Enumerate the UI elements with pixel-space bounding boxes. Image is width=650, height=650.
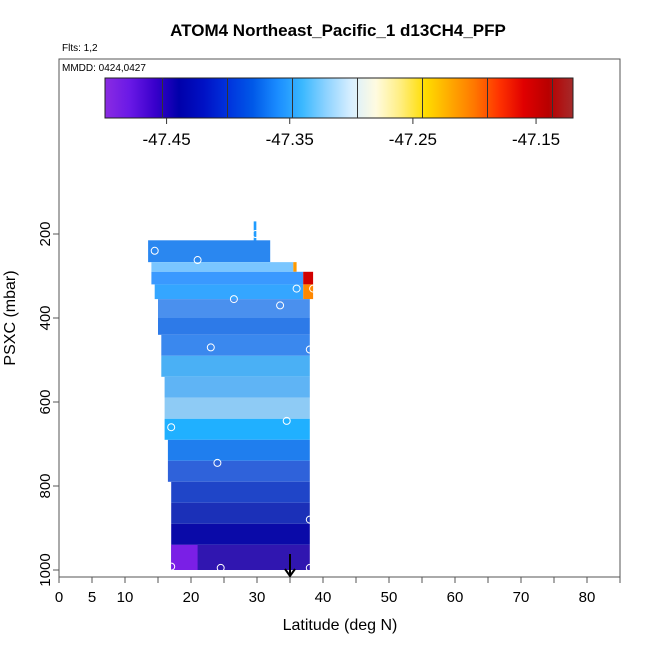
sample-point-10 [282, 416, 291, 425]
heat-cell-18 [171, 502, 310, 524]
x-tick-label: 30 [249, 589, 266, 606]
sample-point-14 [216, 563, 225, 572]
x-tick-label: 60 [447, 589, 464, 606]
heat-cell-11 [161, 355, 310, 377]
x-tick-label: 70 [513, 589, 530, 606]
heat-cell-5 [303, 271, 314, 285]
colorbar-tick-label: -47.15 [512, 130, 560, 149]
sample-points-layer [150, 230, 318, 578]
arrow-marker [284, 554, 296, 578]
heat-cell-8 [158, 299, 310, 318]
heat-cell-9 [158, 318, 310, 335]
sample-point-13 [167, 562, 176, 571]
heat-cell-0 [253, 221, 257, 247]
x-tick-label: 20 [183, 589, 200, 606]
sample-point-8 [305, 345, 314, 354]
x-axis-label: Latitude (deg N) [283, 617, 398, 634]
heat-cell-14 [164, 418, 310, 440]
colorbar-tick-label: -47.25 [389, 130, 437, 149]
y-tick-label: 400 [37, 305, 54, 330]
sample-point-3 [292, 284, 301, 293]
y-tick-label: 800 [37, 473, 54, 498]
sample-point-11 [213, 458, 222, 467]
sample-point-15 [305, 563, 314, 572]
y-tick-label: 200 [37, 221, 54, 246]
y-tick-label: 1000 [37, 553, 54, 586]
heat-cell-15 [167, 439, 310, 461]
flights-note: Flts: 1,2 [62, 43, 98, 54]
sample-point-7 [206, 343, 215, 352]
heat-cell-3 [293, 262, 297, 272]
heat-cell-21 [171, 544, 198, 570]
heat-cell-6 [154, 284, 304, 300]
sample-point-0 [251, 230, 260, 238]
sample-point-9 [167, 423, 176, 432]
axes: 0 5 10 20 30 40 50 60 70 80 200 400 600 800 1000 [37, 221, 621, 606]
heat-cell-16 [167, 460, 310, 482]
heat-cell-4 [151, 271, 304, 285]
sample-point-6 [276, 301, 285, 310]
heat-cell-13 [164, 397, 310, 419]
x-tick-label: 50 [381, 589, 398, 606]
colorbar-tick-label: -47.35 [266, 130, 314, 149]
sample-point-4 [309, 284, 318, 293]
sample-point-2 [193, 256, 202, 265]
heat-cell-10 [161, 334, 310, 356]
heat-cell-7 [303, 284, 314, 300]
x-tick-label: 40 [315, 589, 332, 606]
y-tick-label: 600 [37, 389, 54, 414]
sample-point-5 [229, 295, 238, 304]
colorbar-tick-label: -47.45 [142, 130, 190, 149]
sample-point-12 [305, 515, 314, 524]
x-tick-label: 0 [55, 589, 63, 606]
x-tick-label: 5 [88, 589, 96, 606]
heat-cell-12 [164, 376, 310, 398]
chart-title: ATOM4 Northeast_Pacific_1 d13CH4_PFP [170, 21, 506, 40]
sample-point-1 [150, 246, 159, 255]
colorbar: -47.45 -47.35 -47.25 -47.15 [104, 77, 574, 149]
y-axis-label: PSXC (mbar) [2, 270, 19, 365]
heat-cell-2 [151, 262, 294, 272]
heat-cell-1 [148, 240, 271, 263]
x-tick-label: 10 [117, 589, 134, 606]
x-tick-label: 80 [579, 589, 596, 606]
heat-cell-19 [171, 523, 310, 545]
colorbar-gradient [104, 77, 574, 119]
heat-cell-17 [171, 481, 310, 503]
heatmap-layer [148, 221, 314, 570]
dates-note: MMDD: 0424,0427 [62, 63, 146, 74]
